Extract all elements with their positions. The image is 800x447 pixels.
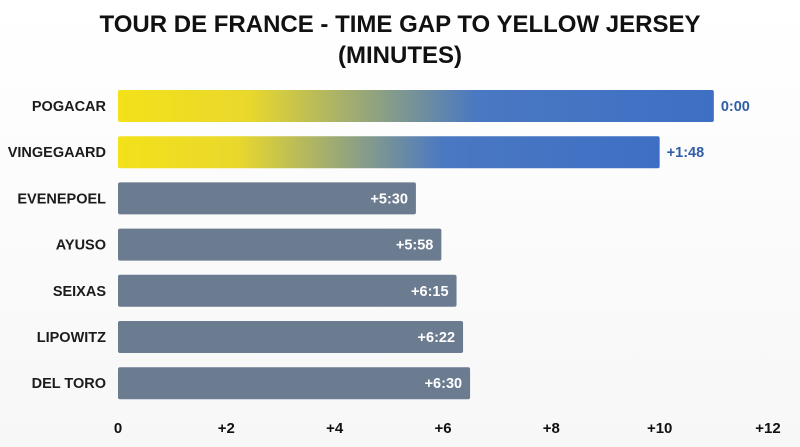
category-label: AYUSO [56, 238, 106, 254]
chart-title: TOUR DE FRANCE - TIME GAP TO YELLOW JERS… [100, 11, 701, 38]
category-label: SEIXAS [53, 284, 107, 300]
category-label: LIPOWITZ [37, 330, 106, 346]
category-label: POGACAR [32, 99, 107, 115]
x-tick-label: +4 [326, 420, 344, 437]
data-label: +5:58 [396, 238, 434, 254]
data-label: +6:15 [411, 284, 449, 300]
category-label: EVENEPOEL [17, 191, 106, 207]
x-tick-label: +10 [647, 420, 672, 437]
bar [118, 274, 457, 307]
category-label: DEL TORO [32, 376, 106, 392]
x-tick-label: +12 [755, 420, 780, 437]
x-tick-label: +2 [218, 420, 235, 437]
bar [118, 321, 464, 353]
category-label: VINGEGAARD [8, 145, 106, 161]
bar [118, 228, 442, 261]
data-label: +6:30 [425, 376, 463, 392]
x-tick-label: +8 [543, 420, 560, 437]
bar [118, 182, 416, 215]
plot-area: POGACAR 0:00 VINGEGAARD +1:48 EVENEPOEL +5:30… [8, 90, 781, 437]
chart-subtitle: (MINUTES) [338, 42, 462, 69]
bar [118, 367, 471, 400]
data-label: +5:30 [370, 191, 408, 207]
data-label: +1:48 [667, 145, 705, 161]
x-tick-label: 0 [114, 420, 122, 437]
data-label: +6:22 [418, 330, 456, 346]
bar [118, 90, 714, 122]
data-label: 0:00 [721, 99, 750, 115]
x-tick-label: +6 [434, 420, 451, 437]
bar [118, 136, 660, 169]
